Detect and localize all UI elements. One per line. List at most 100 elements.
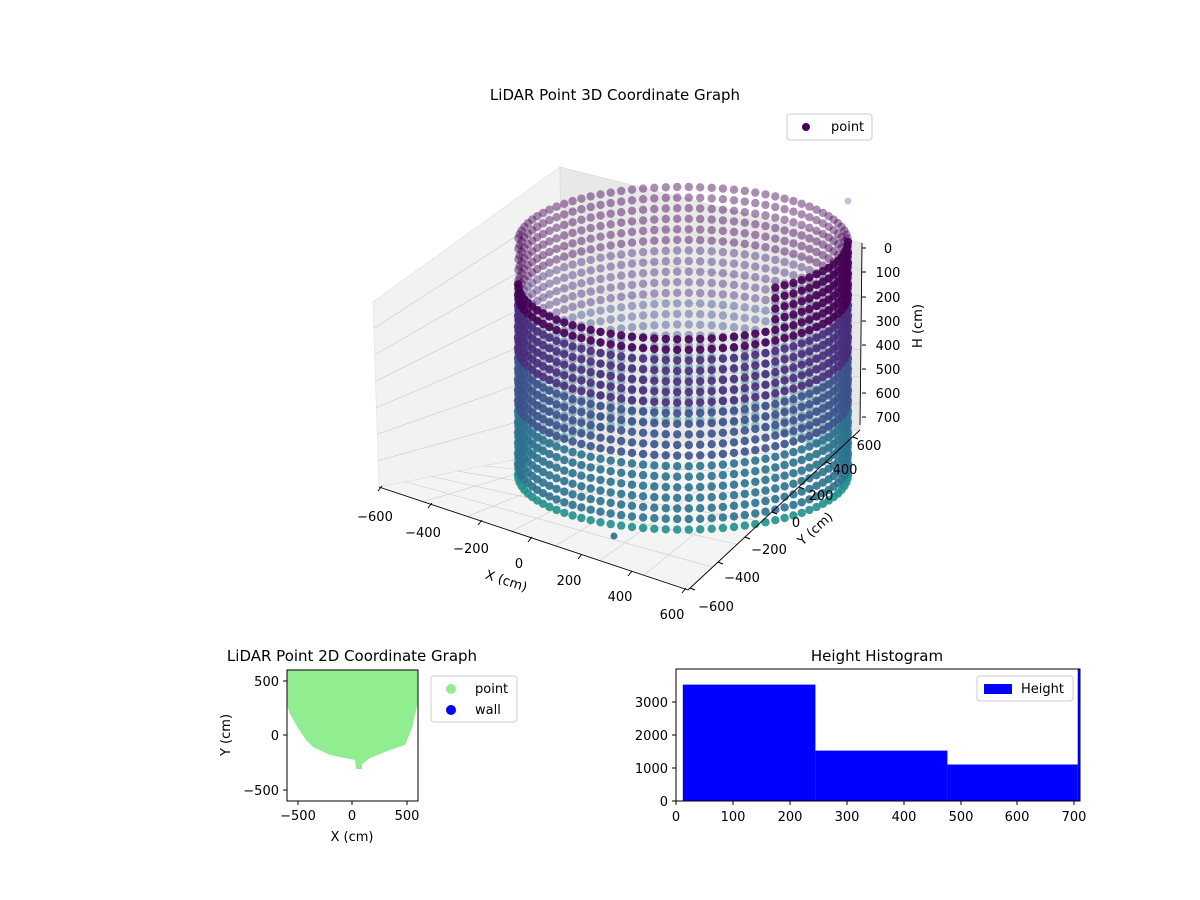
data-point [761, 496, 770, 506]
data-point [560, 231, 569, 240]
data-point [818, 383, 828, 392]
data-point [586, 505, 595, 514]
data-point [552, 378, 561, 388]
data-point [696, 377, 705, 386]
data-point [818, 240, 828, 249]
data-point [673, 309, 682, 319]
data-point [627, 512, 637, 521]
data-point [560, 371, 569, 380]
data-point [818, 341, 828, 350]
data-point [812, 375, 821, 385]
data-point [650, 418, 659, 428]
data-point [627, 332, 637, 341]
data-point [812, 502, 821, 512]
data-point [718, 290, 728, 299]
data-point [684, 345, 693, 354]
data-point [545, 428, 554, 438]
data-point [729, 427, 739, 436]
data-point [596, 211, 605, 220]
data-point [789, 352, 798, 362]
data-point [780, 344, 789, 353]
data-point [568, 331, 577, 340]
data-point [818, 425, 828, 434]
data-point [797, 286, 806, 295]
data-point [617, 362, 626, 372]
data-point [638, 344, 648, 353]
data-point [771, 315, 780, 324]
data-point [538, 446, 548, 456]
data-point [650, 471, 659, 481]
data-point [673, 267, 682, 276]
data-point [533, 212, 542, 221]
chart-histogram: Height Histogram 0 100 200 300 400 500 6… [635, 647, 1087, 825]
data-point [718, 184, 728, 193]
data-point [812, 280, 821, 290]
data-point [568, 260, 577, 269]
data-point [797, 231, 806, 240]
data-point [638, 365, 648, 374]
data-point [545, 365, 554, 374]
data-point [638, 184, 648, 193]
data-point [661, 430, 670, 439]
data-point [761, 412, 770, 421]
data-point [627, 270, 637, 279]
data-point [650, 204, 659, 214]
data-point [696, 310, 705, 319]
data-point [740, 394, 749, 403]
data-point [586, 473, 595, 483]
data-point [789, 469, 798, 478]
data-point [577, 513, 586, 523]
data-point [673, 278, 682, 287]
data-point [824, 222, 833, 231]
data-point [606, 241, 615, 250]
data-point [650, 524, 659, 533]
data-point [805, 505, 814, 515]
data-point [528, 268, 537, 277]
data-point [617, 250, 626, 259]
data-point [824, 233, 833, 242]
data-point [517, 236, 526, 246]
data-point [797, 328, 806, 338]
data-point [729, 364, 739, 373]
data-point [684, 525, 693, 534]
data-point [696, 214, 705, 224]
data-point [673, 356, 682, 365]
data-point [818, 478, 828, 487]
data-point [761, 190, 770, 199]
legend-label-height: Height [1021, 682, 1064, 697]
data-point [523, 282, 533, 291]
data-point [797, 307, 806, 317]
data-point [771, 283, 780, 292]
data-point [627, 459, 637, 468]
y-ticks-2d: −500 0 500 [243, 675, 287, 799]
chart-3d-title: LiDAR Point 3D Coordinate Graph [490, 86, 740, 104]
data-point [545, 471, 554, 480]
data-point [517, 258, 526, 267]
data-point [797, 371, 806, 380]
data-point [740, 303, 749, 312]
data-point [627, 248, 637, 258]
data-point [586, 420, 595, 430]
data-point [586, 452, 595, 461]
data-point [538, 393, 548, 403]
data-point [617, 415, 626, 425]
data-point [617, 394, 626, 403]
data-point [780, 397, 789, 406]
data-point [771, 294, 780, 303]
data-point [812, 449, 821, 459]
data-point [818, 330, 828, 339]
data-point [812, 439, 821, 448]
data-point [520, 264, 529, 274]
data-point [650, 482, 659, 491]
data-point [840, 226, 849, 235]
data-point [780, 312, 789, 322]
data-point [673, 235, 682, 245]
data-point [761, 285, 770, 294]
data-point [586, 368, 595, 377]
data-point [586, 325, 595, 335]
data-point [661, 236, 670, 245]
data-point [771, 516, 780, 525]
data-point [606, 230, 615, 240]
data-point [606, 435, 615, 444]
data-point [577, 334, 586, 343]
